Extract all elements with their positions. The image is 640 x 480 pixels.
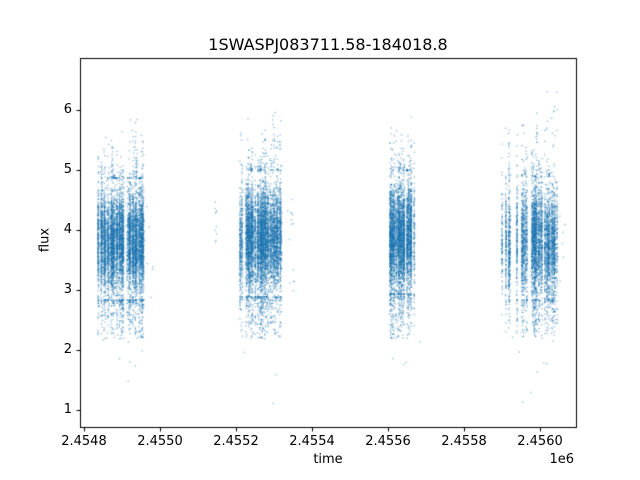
y-axis-label: flux — [37, 227, 53, 253]
plot-title: 1SWASPJ083711.58-184018.8 — [208, 35, 448, 54]
x-axis-offset-text: 1e6 — [549, 452, 574, 467]
x-axis-label: time — [313, 452, 343, 467]
